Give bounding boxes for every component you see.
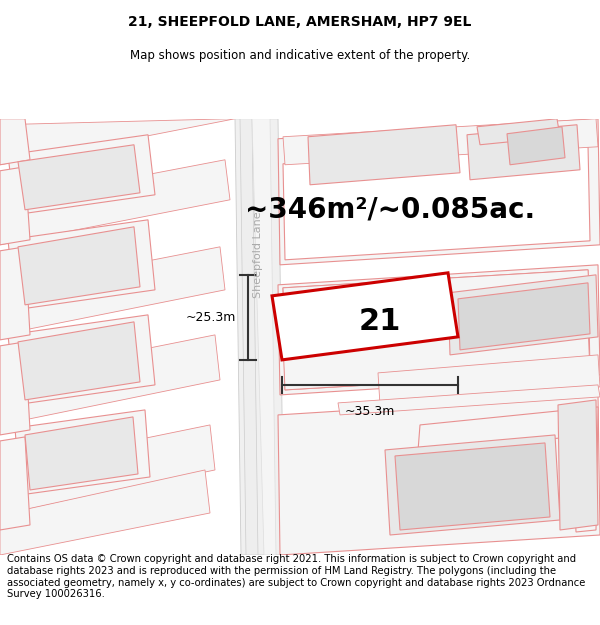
Polygon shape bbox=[283, 145, 590, 260]
Text: 21: 21 bbox=[359, 307, 401, 336]
Text: Sheepfold Lane: Sheepfold Lane bbox=[253, 211, 263, 298]
Polygon shape bbox=[448, 275, 598, 355]
Polygon shape bbox=[283, 325, 590, 390]
Polygon shape bbox=[278, 265, 600, 395]
Polygon shape bbox=[283, 119, 598, 165]
Polygon shape bbox=[0, 119, 30, 165]
Polygon shape bbox=[0, 425, 215, 515]
Polygon shape bbox=[0, 160, 230, 245]
Polygon shape bbox=[235, 119, 284, 555]
Polygon shape bbox=[338, 385, 600, 415]
Polygon shape bbox=[477, 119, 560, 145]
Polygon shape bbox=[0, 247, 30, 340]
Polygon shape bbox=[240, 119, 258, 555]
Polygon shape bbox=[0, 437, 30, 530]
Polygon shape bbox=[308, 125, 460, 185]
Polygon shape bbox=[0, 247, 225, 335]
Polygon shape bbox=[8, 315, 155, 405]
Polygon shape bbox=[283, 270, 590, 325]
Text: Contains OS data © Crown copyright and database right 2021. This information is : Contains OS data © Crown copyright and d… bbox=[7, 554, 586, 599]
Polygon shape bbox=[0, 119, 235, 165]
Polygon shape bbox=[272, 273, 458, 360]
Polygon shape bbox=[18, 322, 140, 400]
Polygon shape bbox=[467, 125, 580, 180]
Polygon shape bbox=[418, 407, 598, 532]
Polygon shape bbox=[458, 283, 590, 350]
Text: Map shows position and indicative extent of the property.: Map shows position and indicative extent… bbox=[130, 49, 470, 62]
Polygon shape bbox=[558, 400, 598, 530]
Polygon shape bbox=[385, 435, 560, 535]
Polygon shape bbox=[18, 145, 140, 210]
Polygon shape bbox=[507, 127, 565, 165]
Polygon shape bbox=[278, 119, 600, 265]
Text: 21, SHEEPFOLD LANE, AMERSHAM, HP7 9EL: 21, SHEEPFOLD LANE, AMERSHAM, HP7 9EL bbox=[128, 15, 472, 29]
Text: ~35.3m: ~35.3m bbox=[345, 405, 395, 418]
Polygon shape bbox=[15, 410, 150, 495]
Polygon shape bbox=[378, 355, 600, 405]
Polygon shape bbox=[8, 135, 155, 215]
Polygon shape bbox=[8, 220, 155, 310]
Polygon shape bbox=[0, 470, 210, 555]
Polygon shape bbox=[25, 417, 138, 490]
Polygon shape bbox=[278, 395, 600, 555]
Polygon shape bbox=[0, 342, 30, 435]
Polygon shape bbox=[395, 443, 550, 530]
Polygon shape bbox=[0, 167, 30, 245]
Polygon shape bbox=[0, 335, 220, 425]
Polygon shape bbox=[283, 270, 590, 390]
Polygon shape bbox=[252, 119, 276, 555]
Polygon shape bbox=[18, 227, 140, 305]
Text: ~346m²/~0.085ac.: ~346m²/~0.085ac. bbox=[245, 196, 535, 224]
Text: ~25.3m: ~25.3m bbox=[185, 311, 236, 324]
